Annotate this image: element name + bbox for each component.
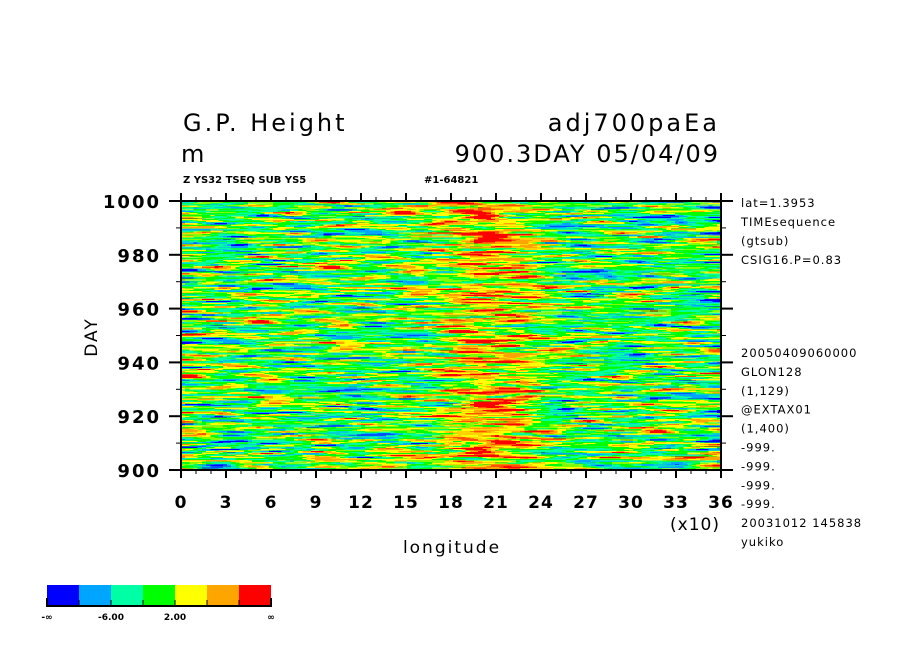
info-line: -999. (741, 478, 776, 492)
time-label: 900.3DAY 05/04/09 (455, 140, 720, 168)
info-line: (1,129) (741, 384, 790, 398)
heatmap-field (181, 201, 721, 470)
colorbar-swatch (239, 585, 271, 606)
y-tick-label: 1000 (103, 192, 161, 213)
info-line: TIMEsequence (740, 215, 836, 229)
x-tick-label: 12 (348, 493, 374, 513)
plot-frame (180, 200, 722, 471)
x-axis-label: longitude (403, 538, 501, 558)
info-line: (1,400) (741, 422, 790, 436)
x-tick-label: 6 (265, 493, 278, 513)
x-tick-label: 24 (528, 493, 554, 513)
x-tick-label: 15 (393, 493, 419, 513)
info-line: yukiko (741, 535, 784, 549)
info-line: GLON128 (741, 365, 803, 379)
colorbar-label: ∞ (267, 613, 275, 623)
info-line: -999. (741, 459, 776, 473)
axis-ticks (169, 193, 733, 478)
x-tick-label: 9 (310, 493, 323, 513)
y-tick-labels: 900 920 940 960 980 1000 (103, 192, 161, 482)
colorbar: -∞ -6.00 2.00 ∞ (41, 585, 275, 623)
colorbar-swatch (143, 585, 175, 606)
info-text: lat=1.3953 TIMEsequence (gtsub) CSIG16.P=0.… (740, 196, 862, 549)
y-tick-label: 980 (117, 246, 161, 267)
dataset-name: adj700paEa (548, 109, 720, 137)
info-line: -999. (741, 497, 776, 511)
info-line: (gtsub) (741, 234, 789, 248)
y-tick-label: 940 (117, 353, 161, 374)
colorbar-swatch (207, 585, 239, 606)
x-tick-label: 18 (438, 493, 464, 513)
colorbar-swatch (175, 585, 207, 606)
info-line: 20031012 145838 (741, 516, 862, 530)
x-tick-label: 30 (618, 493, 644, 513)
x-tick-label: 33 (663, 493, 689, 513)
x-tick-labels: 0 3 6 9 12 15 18 21 24 27 30 33 36 (175, 493, 734, 513)
colorbar-swatch (79, 585, 111, 606)
x-tick-label: 0 (175, 493, 188, 513)
x-tick-label: 21 (483, 493, 509, 513)
y-axis-label: DAY (82, 317, 102, 357)
colorbar-swatch (111, 585, 143, 606)
info-line: -999. (741, 441, 776, 455)
info-line: 20050409060000 (741, 346, 857, 360)
colorbar-label: -∞ (41, 613, 52, 623)
unit-label: m (181, 140, 204, 168)
x-tick-label: 36 (708, 493, 734, 513)
colorbar-label: -6.00 (98, 613, 124, 623)
info-line: @EXTAX01 (741, 403, 812, 417)
colorbar-label: 2.00 (164, 613, 186, 623)
y-tick-label: 960 (117, 300, 161, 321)
subtitle: Z YS32 TSEQ SUB YS5 (183, 175, 306, 186)
x-tick-label: 27 (573, 493, 599, 513)
x-tick-label: 3 (220, 493, 233, 513)
chart-title: G.P. Height (183, 109, 348, 137)
colorbar-swatch (47, 585, 79, 606)
file-id: #1-64821 (424, 175, 478, 186)
y-tick-label: 900 (117, 461, 161, 482)
info-line: lat=1.3953 (741, 196, 816, 210)
y-tick-label: 920 (117, 407, 161, 428)
info-line: CSIG16.P=0.83 (741, 253, 842, 267)
x-scale-label: (x10) (670, 515, 720, 535)
